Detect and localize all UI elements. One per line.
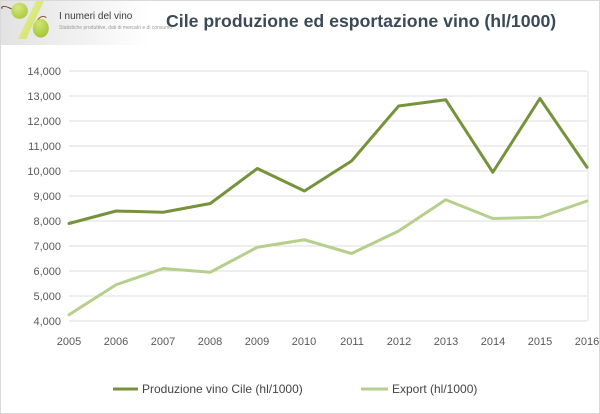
svg-text:2011: 2011 — [340, 336, 364, 348]
svg-text:2010: 2010 — [292, 336, 316, 348]
svg-text:12,000: 12,000 — [27, 116, 61, 128]
svg-text:11,000: 11,000 — [28, 141, 61, 153]
svg-text:10,000: 10,000 — [27, 166, 61, 178]
svg-text:13,000: 13,000 — [27, 91, 61, 103]
svg-text:8,000: 8,000 — [33, 216, 61, 228]
svg-text:Produzione vino Cile (hl/1000): Produzione vino Cile (hl/1000) — [142, 382, 303, 396]
svg-text:14,000: 14,000 — [27, 66, 61, 78]
svg-text:2015: 2015 — [528, 336, 552, 348]
svg-text:2016: 2016 — [575, 336, 599, 348]
svg-text:7,000: 7,000 — [33, 241, 61, 253]
svg-text:6,000: 6,000 — [33, 266, 61, 278]
svg-text:5,000: 5,000 — [33, 291, 61, 303]
svg-text:2012: 2012 — [387, 336, 411, 348]
svg-text:Export (hl/1000): Export (hl/1000) — [392, 382, 477, 396]
svg-text:2005: 2005 — [57, 336, 81, 348]
svg-text:4,000: 4,000 — [33, 316, 61, 328]
svg-text:2006: 2006 — [104, 336, 128, 348]
svg-text:2014: 2014 — [481, 336, 505, 348]
svg-text:2009: 2009 — [245, 336, 269, 348]
svg-text:2008: 2008 — [198, 336, 222, 348]
svg-text:2007: 2007 — [151, 336, 175, 348]
svg-text:9,000: 9,000 — [33, 191, 61, 203]
svg-text:2013: 2013 — [434, 336, 458, 348]
